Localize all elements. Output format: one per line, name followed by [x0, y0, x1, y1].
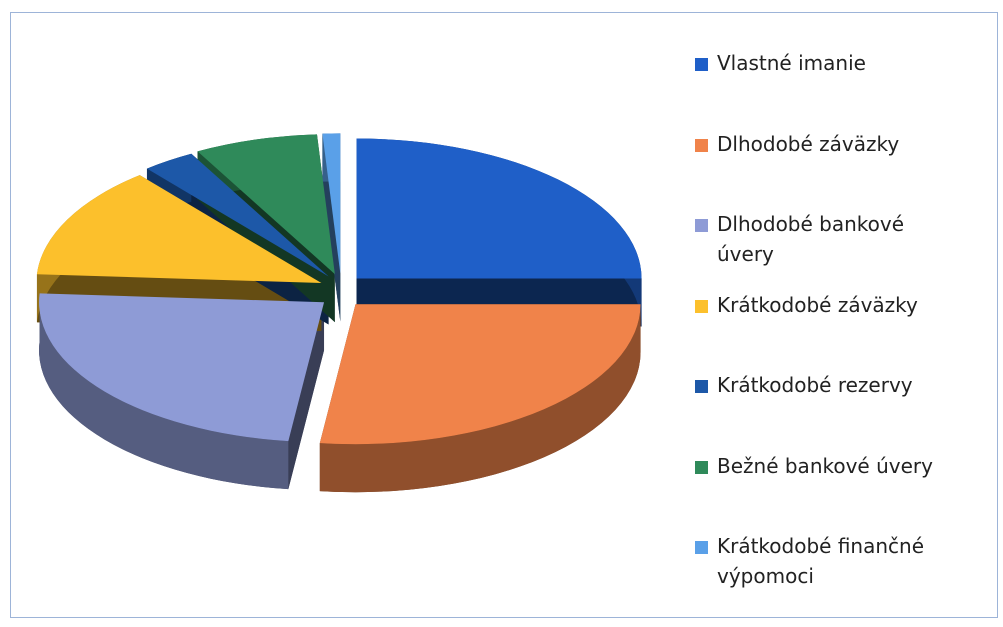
legend-swatch [695, 460, 708, 474]
legend-label: Dlhodobé záväzky [717, 131, 900, 156]
slice [197, 134, 335, 275]
legend-item: Vlastné imanie [695, 48, 995, 129]
pie-plot [36, 133, 642, 493]
slice-wall [319, 304, 641, 493]
legend-item: Krátkodobé finančné výpomoci [695, 531, 995, 612]
slice-side [356, 138, 642, 327]
legend-label: Krátkodobé záväzky [717, 292, 918, 317]
legend-swatch [695, 138, 708, 152]
slice [36, 175, 322, 284]
slice [356, 138, 642, 279]
legend-item: Krátkodobé záväzky [695, 290, 995, 371]
slice [39, 293, 325, 442]
legend-label: Bežné bankové úvery [717, 453, 933, 478]
legend-label: Vlastné imanie [717, 51, 866, 75]
legend-label: Krátkodobé rezervy [717, 373, 913, 397]
legend-label: Dlhodobé bankové úvery [717, 212, 905, 266]
legend-item: Krátkodobé rezervy [695, 370, 995, 451]
legend-swatch [695, 541, 708, 554]
slice-wall [39, 293, 289, 490]
legend-swatch [695, 380, 708, 393]
legend-swatch [695, 299, 708, 313]
slice [322, 133, 341, 274]
legend: Vlastné imanie Dlhodobé záväzky Dlhodobé b… [695, 48, 995, 612]
slice [319, 304, 641, 445]
legend-label: Krátkodobé finančné výpomoci [717, 534, 925, 588]
legend-item: Dlhodobé bankové úvery [695, 209, 995, 290]
legend-swatch [695, 219, 708, 232]
legend-item: Bežné bankové úvery [695, 451, 995, 532]
legend-swatch [695, 58, 708, 71]
slice [146, 153, 329, 277]
chart-frame [10, 12, 998, 618]
legend-item: Dlhodobé záväzky [695, 129, 995, 210]
slice-side [36, 175, 322, 332]
